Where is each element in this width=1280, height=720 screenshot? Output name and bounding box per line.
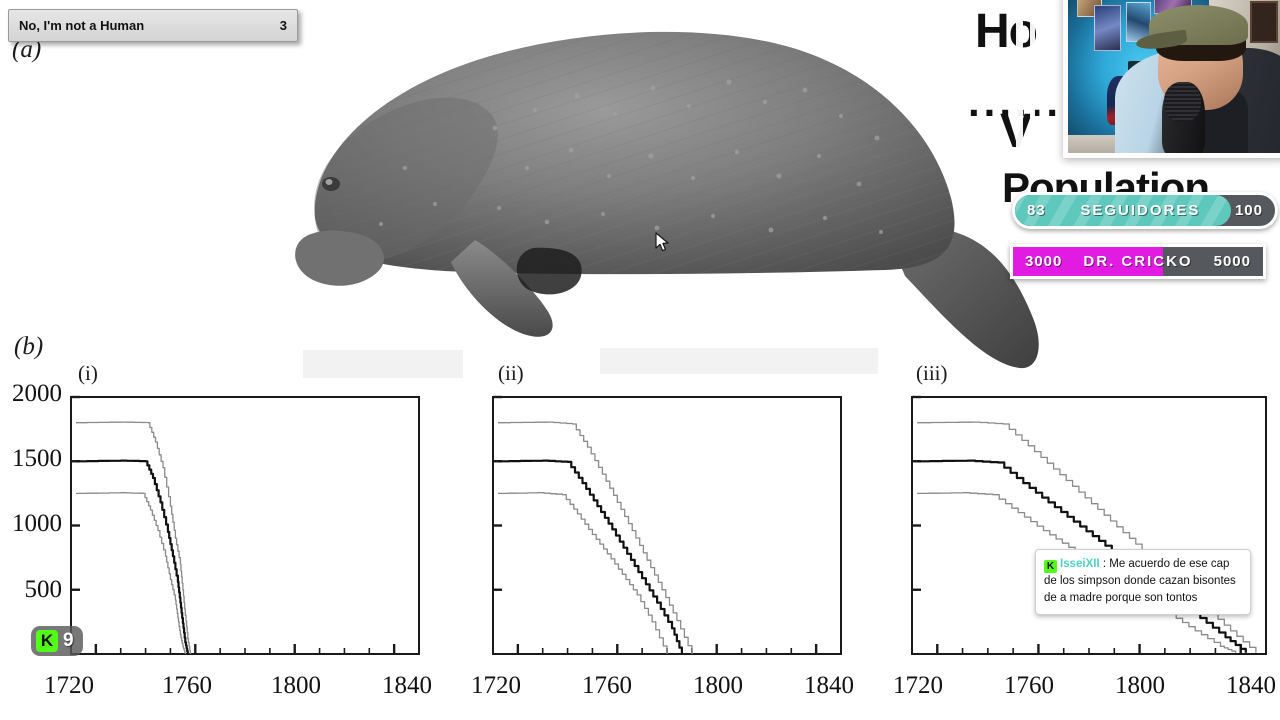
cricko-goal-label: DR. CRICKO xyxy=(1083,253,1193,270)
x-tick-ii-1760: 1760 xyxy=(582,672,632,699)
followers-goal-value: 100 xyxy=(1234,202,1263,219)
y-tick-500: 500 xyxy=(24,576,63,603)
y-tick-1000: 1000 xyxy=(12,510,62,537)
x-tick-ii-1720: 1720 xyxy=(471,672,521,699)
y-axis-tick-labels: 2000 1500 1000 500 xyxy=(0,380,62,660)
heading-line-1: Ho xyxy=(975,5,1038,58)
mouse-cursor-icon xyxy=(655,232,669,252)
webcam-frame-ghost xyxy=(1022,155,1278,161)
chart-panel-i xyxy=(67,394,421,658)
stream-title-bar[interactable]: No, I'm not a Human 3 xyxy=(8,9,298,42)
chart-panel-iii xyxy=(908,394,1268,658)
cricko-goal-fill xyxy=(1013,247,1163,276)
cricko-goal-bar[interactable]: 3000 DR. CRICKO 5000 xyxy=(1010,244,1266,279)
viewer-count-widget: K 9 xyxy=(31,626,83,656)
cricko-goal-value: 5000 xyxy=(1213,253,1251,270)
x-tick-i-1720: 1720 xyxy=(44,672,94,699)
chat-separator: : xyxy=(1099,558,1110,570)
x-tick-iii-1800: 1800 xyxy=(1115,672,1165,699)
x-tick-ii-1840: 1840 xyxy=(804,672,854,699)
webcam-wall-frame xyxy=(1250,1,1278,43)
kick-badge-icon: K xyxy=(1044,560,1057,573)
kick-logo-icon: K xyxy=(36,630,58,652)
heading-line-2: ...... xyxy=(968,78,1063,125)
webcam-poster xyxy=(1093,5,1122,52)
x-tick-iii-1720: 1720 xyxy=(893,672,943,699)
webcam-frame-ghost xyxy=(1016,0,1023,160)
panel-label-iii: (iii) xyxy=(916,361,948,385)
followers-goal-fill xyxy=(1015,195,1231,226)
figure-label-b: (b) xyxy=(14,333,44,360)
x-tick-ii-1800: 1800 xyxy=(693,672,743,699)
chart-panel-ii xyxy=(489,394,843,658)
x-tick-i-1840: 1840 xyxy=(382,672,432,699)
stream-title-text: No, I'm not a Human xyxy=(19,18,145,33)
webcam-frame-ghost xyxy=(1030,0,1035,166)
x-tick-iii-1840: 1840 xyxy=(1226,672,1276,699)
webcam-frame-ghost xyxy=(1044,0,1049,170)
paper-smudge xyxy=(303,350,463,378)
paper-smudge xyxy=(600,348,878,374)
webcam-feed[interactable] xyxy=(1063,0,1280,158)
panel-label-ii: (ii) xyxy=(498,361,524,385)
panel-label-i: (i) xyxy=(78,361,98,385)
followers-goal-label: SEGUIDORES xyxy=(1080,202,1201,219)
cricko-current-value: 3000 xyxy=(1025,253,1063,270)
chat-text: Me acuerdo de ese cap de los simpson don… xyxy=(1044,558,1236,604)
webcam-frame-ghost xyxy=(1034,166,1280,171)
stream-title-count: 3 xyxy=(279,18,287,33)
followers-current-value: 83 xyxy=(1027,202,1046,219)
chat-message: K IsseiXII : Me acuerdo de ese cap de los… xyxy=(1035,549,1251,615)
viewer-count-value: 9 xyxy=(63,630,74,651)
y-tick-2000: 2000 xyxy=(12,380,62,407)
x-tick-i-1800: 1800 xyxy=(271,672,321,699)
y-tick-1500: 1500 xyxy=(12,445,62,472)
webcam-microphone-grill xyxy=(1164,82,1201,123)
stellers-sea-cow-illustration xyxy=(295,31,1039,369)
x-tick-i-1760: 1760 xyxy=(162,672,212,699)
chat-username[interactable]: IsseiXII xyxy=(1060,558,1100,570)
x-tick-iii-1760: 1760 xyxy=(1004,672,1054,699)
followers-goal-bar[interactable]: 83 SEGUIDORES 100 xyxy=(1012,192,1278,229)
